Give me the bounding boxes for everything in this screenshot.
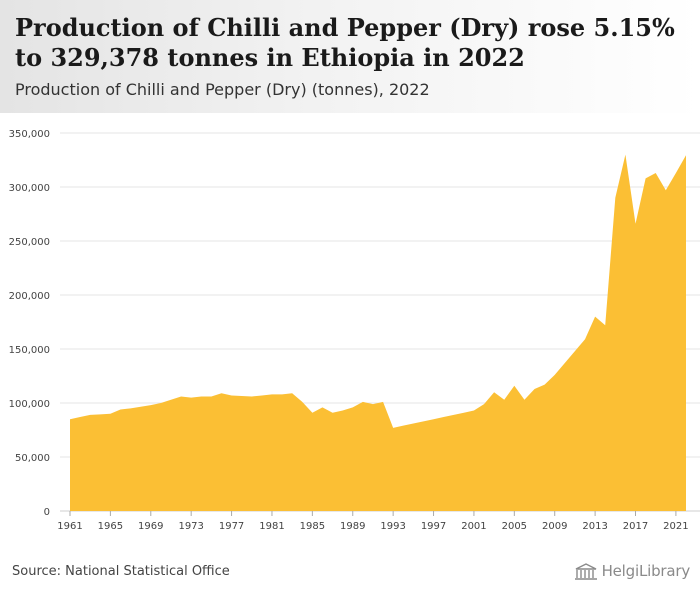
y-tick-label: 0: [44, 507, 50, 518]
x-tick-label: 2005: [502, 521, 527, 532]
x-tick-label: 1993: [380, 521, 405, 532]
x-tick-label: 2017: [623, 521, 648, 532]
source-note: Source: National Statistical Office: [12, 564, 230, 579]
x-tick-label: 1981: [259, 521, 284, 532]
x-tick-label: 1961: [57, 521, 82, 532]
y-tick-label: 150,000: [9, 345, 50, 356]
y-tick-label: 350,000: [9, 129, 50, 140]
area-series: [70, 154, 686, 511]
y-tick-label: 300,000: [9, 183, 50, 194]
chart-title: Production of Chilli and Pepper (Dry) ro…: [15, 13, 675, 72]
x-tick-label: 1965: [98, 521, 123, 532]
x-tick-label: 1985: [300, 521, 325, 532]
x-tick-label: 2009: [542, 521, 567, 532]
x-tick-label: 2021: [663, 521, 688, 532]
y-tick-label: 50,000: [15, 453, 50, 464]
y-tick-label: 200,000: [9, 291, 50, 302]
x-tick-label: 1969: [138, 521, 163, 532]
x-tick-label: 2013: [582, 521, 607, 532]
x-tick-label: 1989: [340, 521, 365, 532]
y-tick-label: 250,000: [9, 237, 50, 248]
header-band: [0, 0, 700, 113]
y-tick-label: 100,000: [9, 399, 50, 410]
helgilibrary-logo[interactable]: HelgiLibrary: [574, 562, 690, 580]
x-tick-label: 1997: [421, 521, 446, 532]
library-building-icon: [574, 563, 597, 580]
x-tick-label: 2001: [461, 521, 486, 532]
x-tick-label: 1973: [178, 521, 203, 532]
chart-subtitle: Production of Chilli and Pepper (Dry) (t…: [15, 80, 430, 99]
logo-text: HelgiLibrary: [601, 562, 691, 580]
x-tick-label: 1977: [219, 521, 244, 532]
